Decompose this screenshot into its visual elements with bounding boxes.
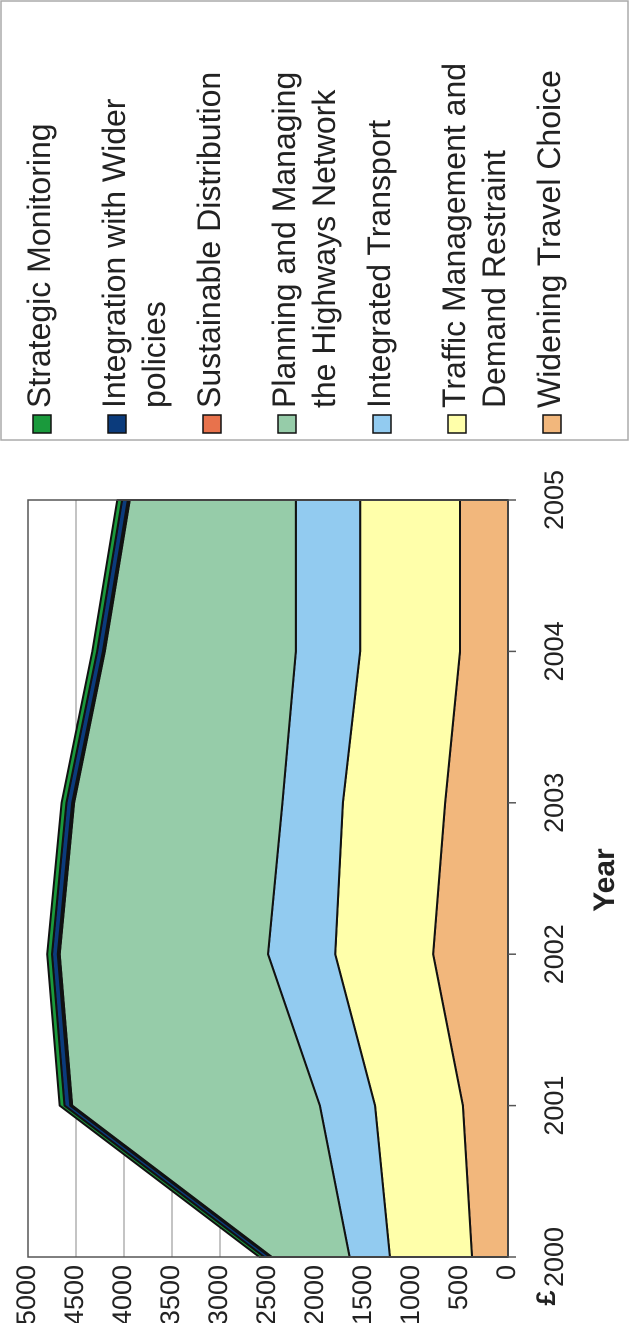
y-tick-label: 1500 xyxy=(347,1265,377,1323)
legend-marker xyxy=(447,414,467,434)
legend-label: Planning and Managing the Highways Netwo… xyxy=(266,63,342,408)
y-tick-label: 500 xyxy=(443,1265,473,1310)
legend-line: Integration with Wider xyxy=(96,90,132,408)
y-tick-label: 0 xyxy=(491,1265,521,1280)
legend-line: Planning and Managing xyxy=(266,63,302,408)
legend-marker xyxy=(32,414,52,434)
legend-marker xyxy=(277,414,297,434)
legend-marker xyxy=(107,414,127,434)
y-tick-label: 1000 xyxy=(395,1265,425,1323)
legend-marker xyxy=(372,414,392,434)
x-tick-label: 2003 xyxy=(539,773,569,833)
x-tick-label: 2002 xyxy=(539,924,569,984)
x-tick-label: 2001 xyxy=(539,1076,569,1136)
legend-marker xyxy=(542,414,562,434)
y-tick-label: 5000 xyxy=(11,1265,41,1323)
legend-line: the Highways Network xyxy=(306,89,342,408)
legend-label: Strategic Monitoring xyxy=(21,123,57,408)
y-axis-title: £ xyxy=(531,1290,561,1305)
x-tick-label: 2000 xyxy=(539,1227,569,1287)
plot-border xyxy=(27,499,509,1258)
legend-line: Demand Restraint xyxy=(476,150,512,408)
y-tick-label: 3000 xyxy=(203,1265,233,1323)
legend-line: Strategic Monitoring xyxy=(21,123,57,408)
y-tick-label: 2000 xyxy=(299,1265,329,1323)
y-tick-label: 4000 xyxy=(107,1265,137,1323)
y-tick-label: 2500 xyxy=(251,1265,281,1323)
legend-label: Traffic Management and Demand Restraint xyxy=(436,54,512,408)
legend-box xyxy=(0,0,629,441)
x-tick-label: 2004 xyxy=(539,621,569,681)
legend-line: Widening Travel Choice xyxy=(531,70,567,408)
legend-line: Integrated Transport xyxy=(361,120,397,408)
x-axis-title: Year xyxy=(588,848,621,912)
legend-line: Traffic Management and xyxy=(436,54,472,408)
legend-line: Sustainable Distribution xyxy=(191,72,227,408)
legend-line: policies xyxy=(136,301,172,408)
legend-label: Integrated Transport xyxy=(361,120,397,408)
legend-label: Widening Travel Choice xyxy=(531,70,567,408)
x-tick-label: 2005 xyxy=(539,470,569,530)
legend-label: Integration with Wider policies xyxy=(96,90,172,408)
y-tick-label: 3500 xyxy=(155,1265,185,1323)
legend-label: Sustainable Distribution xyxy=(191,72,227,408)
legend-marker xyxy=(202,414,222,434)
y-tick-label: 4500 xyxy=(59,1265,89,1323)
